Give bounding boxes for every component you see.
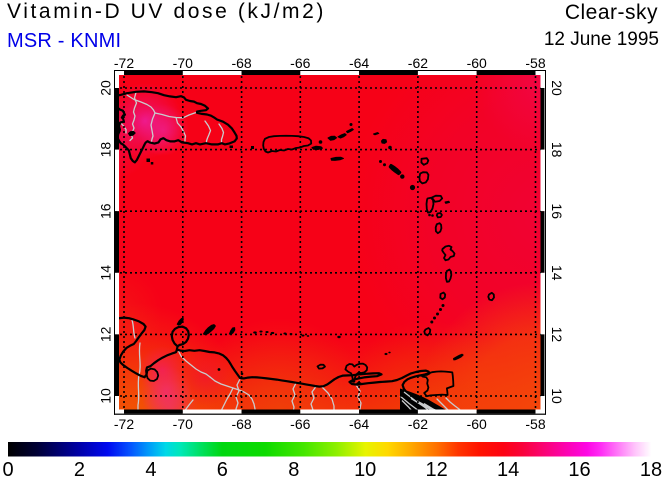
svg-text:Clear-sky: Clear-sky xyxy=(565,1,658,24)
svg-text:6: 6 xyxy=(217,459,228,480)
svg-text:0: 0 xyxy=(2,459,13,480)
svg-text:10: 10 xyxy=(354,459,376,480)
svg-text:14: 14 xyxy=(497,459,519,480)
svg-text:-68: -68 xyxy=(231,416,251,432)
svg-text:-60: -60 xyxy=(467,416,487,432)
svg-text:2: 2 xyxy=(74,459,85,480)
svg-text:-64: -64 xyxy=(349,55,369,71)
svg-text:18: 18 xyxy=(549,142,565,158)
svg-text:-58: -58 xyxy=(525,416,545,432)
svg-text:-62: -62 xyxy=(408,55,428,71)
svg-text:20: 20 xyxy=(98,80,114,96)
svg-text:10: 10 xyxy=(98,388,114,404)
svg-text:12: 12 xyxy=(549,327,565,343)
svg-text:12: 12 xyxy=(425,459,447,480)
svg-text:-58: -58 xyxy=(525,55,545,71)
svg-text:-66: -66 xyxy=(290,416,310,432)
svg-text:-66: -66 xyxy=(290,55,310,71)
svg-text:18: 18 xyxy=(98,142,114,158)
svg-text:-64: -64 xyxy=(349,416,369,432)
svg-text:-70: -70 xyxy=(173,416,193,432)
svg-text:-70: -70 xyxy=(173,55,193,71)
svg-text:-68: -68 xyxy=(231,55,251,71)
svg-text:16: 16 xyxy=(98,203,114,219)
svg-text:16: 16 xyxy=(549,203,565,219)
svg-text:14: 14 xyxy=(98,265,114,281)
svg-text:-60: -60 xyxy=(467,55,487,71)
svg-text:18: 18 xyxy=(640,459,662,480)
svg-text:8: 8 xyxy=(288,459,299,480)
svg-text:4: 4 xyxy=(145,459,156,480)
svg-text:Vitamin-D UV dose (kJ/m2): Vitamin-D UV dose (kJ/m2) xyxy=(7,0,326,23)
svg-text:12 June 1995: 12 June 1995 xyxy=(544,29,659,50)
svg-text:-72: -72 xyxy=(114,55,134,71)
svg-text:16: 16 xyxy=(568,459,590,480)
svg-text:14: 14 xyxy=(549,265,565,281)
svg-text:10: 10 xyxy=(549,388,565,404)
svg-text:-62: -62 xyxy=(408,416,428,432)
svg-text:12: 12 xyxy=(98,326,114,342)
svg-text:20: 20 xyxy=(549,80,565,96)
svg-text:-72: -72 xyxy=(114,416,134,432)
svg-text:MSR - KNMI: MSR - KNMI xyxy=(7,30,121,52)
